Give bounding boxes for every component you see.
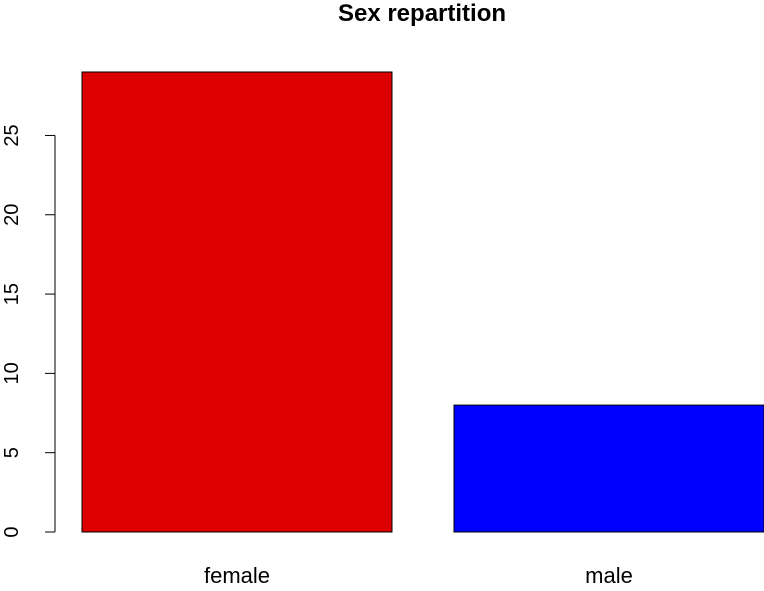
bar-male — [453, 404, 764, 533]
y-tick-label: 15 — [1, 283, 23, 305]
bars-group — [81, 71, 764, 533]
x-tick-label-male: male — [585, 563, 633, 588]
y-tick-label: 0 — [1, 526, 23, 537]
y-tick-label: 10 — [1, 362, 23, 384]
bar-female — [81, 71, 393, 533]
y-tick-label: 20 — [1, 204, 23, 226]
chart-title: Sex repartition — [337, 0, 507, 27]
x-axis-labels: female male — [204, 563, 633, 588]
y-tick-label: 25 — [1, 124, 23, 146]
x-tick-label-female: female — [204, 563, 270, 588]
y-tick-label: 5 — [1, 447, 23, 458]
y-axis: 0 5 10 15 20 25 — [1, 124, 56, 538]
